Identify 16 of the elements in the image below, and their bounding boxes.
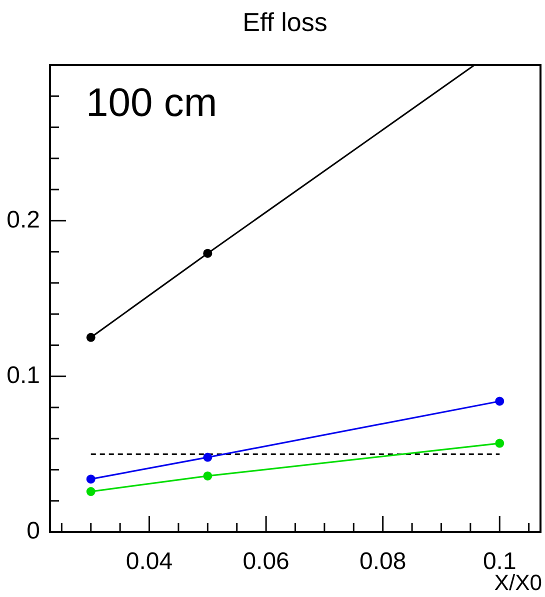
x-tick-label: 0.06 xyxy=(242,548,290,576)
y-tick-label: 0.2 xyxy=(6,206,40,234)
point xyxy=(203,471,212,480)
annotation: 100 cm xyxy=(86,81,218,125)
point xyxy=(203,248,212,258)
point xyxy=(86,487,96,496)
point xyxy=(86,332,96,342)
x-tick-label: 0.08 xyxy=(359,548,406,576)
point xyxy=(495,438,504,448)
point xyxy=(86,474,96,484)
y-tick-label: 0.1 xyxy=(6,362,40,389)
x-tick-label: 0.04 xyxy=(126,548,173,576)
chart-title: Eff loss xyxy=(242,7,328,38)
point xyxy=(203,452,212,462)
point xyxy=(495,396,504,406)
y-tick-label: 0 xyxy=(26,518,40,545)
